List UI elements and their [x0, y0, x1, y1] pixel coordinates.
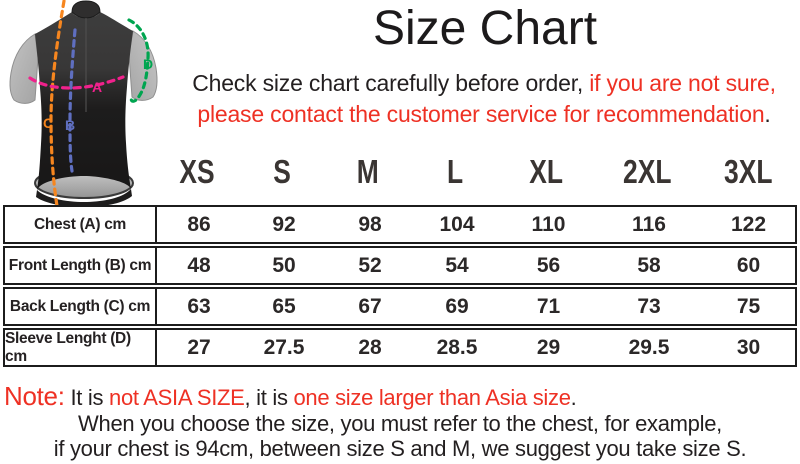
size-col-header-s: S: [273, 153, 291, 190]
back-length-value-l: 69: [445, 294, 469, 318]
note-line3: if your chest is 94cm, between size S an…: [53, 436, 747, 461]
subtitle-line1-red: if you are not sure,: [589, 70, 776, 96]
note-label: Note:: [4, 381, 65, 411]
chest-value-m: 98: [358, 212, 382, 236]
sleeve-length-value-xs: 27: [187, 336, 211, 359]
note-line2: When you choose the size, you must refer…: [78, 411, 722, 436]
chest-label-a: A: [92, 79, 102, 95]
back-length-line-c: [49, 0, 66, 208]
sleeve-length-value-2xl: 29.5: [628, 336, 670, 359]
subtitle-line2-red: please contact the customer service for …: [197, 101, 765, 127]
size-table: Chest (A) cm 86 92 98 104 110 116 122 Fr…: [3, 205, 797, 367]
front-length-line-b: [68, 28, 77, 173]
subtitle-line2-period: .: [764, 101, 771, 127]
sleeve-length-value-l: 28.5: [436, 336, 478, 359]
back-length-label-c: C: [43, 115, 53, 131]
note-l1-red1: not ASIA SIZE: [109, 385, 245, 410]
sleeve-length-value-3xl: 30: [736, 336, 761, 359]
back-length-value-3xl: 75: [736, 294, 761, 318]
size-col-header-3xl: 3XL: [724, 153, 773, 190]
table-row-front-length: Front Length (B) cm 48 50 52 54 56 58 60: [3, 246, 797, 285]
jersey-hem-band: [36, 189, 132, 207]
jersey-left-sleeve: [9, 33, 39, 104]
chest-value-s: 92: [272, 212, 296, 236]
chest-value-2xl: 116: [632, 212, 666, 236]
table-row-sleeve-length: Sleeve Lenght (D) cm 27 27.5 28 28.5 29 …: [3, 328, 797, 367]
table-row-chest: Chest (A) cm 86 92 98 104 110 116 122: [3, 205, 797, 244]
front-length-value-xs: 48: [187, 253, 211, 277]
jersey-svg: A B C D: [9, 0, 158, 208]
front-length-value-xl: 56: [536, 253, 561, 277]
row-label-back-length: Back Length (C) cm: [5, 289, 157, 324]
note-l1-black2: , it is: [244, 385, 294, 410]
front-length-value-m: 52: [358, 253, 382, 277]
jersey-body: [35, 12, 133, 190]
size-col-header-l: L: [446, 153, 464, 190]
size-col-header-xl: XL: [529, 153, 564, 190]
row-label-front-length: Front Length (B) cm: [5, 248, 157, 283]
subtitle-line1-black: Check size chart carefully before order,: [192, 70, 590, 96]
sleeve-length-value-xl: 29: [536, 336, 561, 359]
chest-value-3xl: 122: [730, 212, 767, 236]
size-col-header-xs: XS: [179, 153, 215, 190]
back-length-value-xl: 71: [536, 294, 561, 318]
note-line1: Note: It is not ASIA SIZE, it is one siz…: [4, 383, 796, 411]
front-length-value-3xl: 60: [736, 253, 761, 277]
front-length-value-l: 54: [445, 253, 469, 277]
sleeve-line-d: [127, 18, 150, 103]
front-length-value-s: 50: [272, 253, 296, 277]
note-l1-black3: .: [570, 385, 577, 410]
back-length-value-m: 67: [358, 294, 382, 318]
back-length-value-2xl: 73: [637, 294, 661, 318]
sleeve-label-d: D: [143, 56, 153, 72]
chest-value-xl: 110: [531, 212, 566, 236]
note-block: Note: It is not ASIA SIZE, it is one siz…: [4, 383, 796, 461]
page-title: Size Chart: [372, 2, 598, 55]
subtitle: Check size chart carefully before order,…: [168, 68, 800, 130]
jersey-collar: [71, 0, 101, 19]
size-col-header-2xl: 2XL: [622, 153, 672, 190]
table-row-back-length: Back Length (C) cm 63 65 67 69 71 73 75: [3, 287, 797, 326]
chest-value-xs: 86: [187, 212, 211, 236]
size-header-row: XS S M L XL 2XL 3XL: [3, 146, 797, 198]
row-label-chest: Chest (A) cm: [5, 207, 157, 242]
front-length-label-b: B: [65, 117, 75, 133]
size-col-header-m: M: [357, 153, 379, 190]
sleeve-length-value-m: 28: [358, 336, 382, 359]
jersey-illustration: A B C D: [0, 0, 172, 208]
row-label-sleeve-length: Sleeve Lenght (D) cm: [5, 330, 157, 366]
chest-value-l: 104: [439, 212, 475, 236]
note-l1-red2: one size larger than Asia size: [293, 385, 571, 410]
sleeve-length-value-s: 27.5: [263, 336, 305, 359]
back-length-value-s: 65: [272, 294, 296, 318]
back-length-value-xs: 63: [187, 294, 211, 318]
front-length-value-2xl: 58: [637, 253, 661, 277]
note-l1-black1: It is: [64, 385, 110, 410]
chest-line-a: [28, 75, 125, 90]
